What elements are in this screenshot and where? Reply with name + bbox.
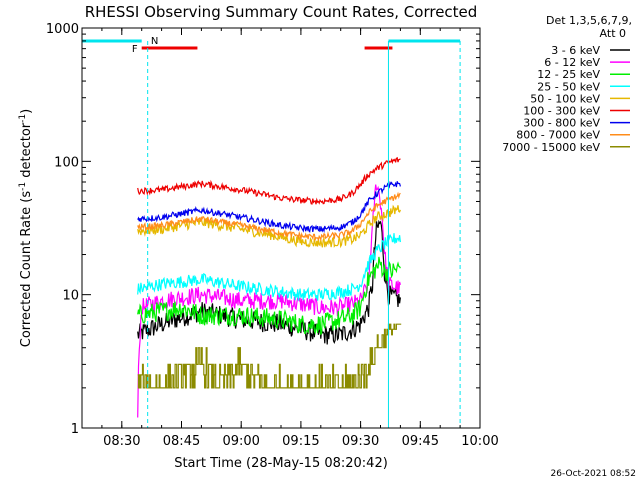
legend-label: 50 - 100 keV: [530, 92, 600, 105]
overlay-markers: FN: [82, 36, 461, 428]
series-line-5: [137, 204, 401, 249]
footer-timestamp: 26-Oct-2021 08:52: [551, 469, 636, 479]
legend-label: 100 - 300 keV: [523, 105, 600, 118]
x-axis: 08:30 08:45 09:00 09:15 09:30 09:45 10:00: [81, 28, 499, 449]
x-tick-label: 10:00: [461, 434, 498, 449]
y-tick-label: 1: [71, 422, 79, 437]
series-line-8: [137, 191, 401, 242]
legend-header-detectors: Det 1,3,5,6,7,9,: [546, 14, 632, 27]
annotation-f: F: [132, 44, 138, 55]
series-line-7: [137, 180, 401, 234]
chart-title: RHESSI Observing Summary Count Rates, Co…: [85, 3, 478, 21]
x-tick-label: 08:30: [103, 434, 140, 449]
legend-label: 25 - 50 keV: [537, 80, 600, 93]
series-traces: [137, 156, 402, 418]
x-tick-label: 09:45: [402, 434, 439, 449]
y-axis-label: Corrected Count Rate (s-1 detector-1): [18, 109, 34, 347]
legend-label: 12 - 25 keV: [537, 68, 600, 81]
series-line-9: [137, 323, 402, 389]
annotation-n: N: [151, 36, 158, 47]
legend-label: 800 - 7000 keV: [516, 129, 600, 142]
legend-label: 6 - 12 keV: [544, 56, 600, 69]
series-line-6: [137, 156, 401, 205]
y-tick-label: 10: [62, 289, 79, 304]
series-line-4: [137, 233, 401, 301]
y-tick-label: 1000: [46, 22, 79, 37]
legend-header-attenuator: Att 0: [600, 27, 626, 40]
x-tick-label: 09:30: [342, 434, 379, 449]
legend-label: 7000 - 15000 keV: [502, 141, 600, 154]
y-axis: 1 10 100 1000: [46, 22, 480, 437]
series-line-3: [137, 256, 401, 336]
x-tick-label: 09:00: [222, 434, 259, 449]
x-tick-label: 08:45: [163, 434, 200, 449]
y-tick-label: 100: [54, 155, 79, 170]
legend-label: 300 - 800 keV: [523, 117, 600, 130]
legend-label: 3 - 6 keV: [551, 44, 600, 57]
x-tick-label: 09:15: [282, 434, 319, 449]
x-axis-label: Start Time (28-May-15 08:20:42): [174, 456, 388, 471]
series-line-2: [137, 184, 401, 418]
